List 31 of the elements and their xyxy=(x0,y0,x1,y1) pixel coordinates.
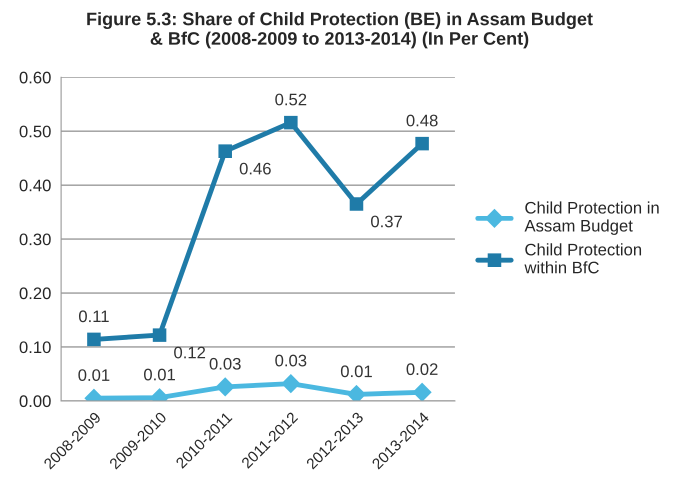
point xyxy=(412,382,432,401)
data-label: 0.03 xyxy=(210,358,241,370)
point xyxy=(218,144,232,158)
y-tick-label: 0.60 xyxy=(20,72,51,84)
legend-label: Child Protection within BfC xyxy=(524,243,642,274)
data-label: 0.03 xyxy=(275,354,306,366)
data-label: 0.46 xyxy=(240,162,271,175)
y-tick-label: 0.40 xyxy=(20,180,51,192)
chart-title: Figure 5.3: Share of Child Protection (BE) in Assam Budget & BfC (2008-2009 to 2013-2014) (In Per Cent) xyxy=(87,12,593,48)
point xyxy=(281,374,300,393)
point xyxy=(216,378,235,396)
point xyxy=(152,328,166,342)
data-label: 0.52 xyxy=(275,94,306,106)
data-label: 0.37 xyxy=(371,216,402,228)
legend-label: Child Protection in Assam Budget xyxy=(524,201,659,235)
point xyxy=(284,116,298,130)
data-label: 0.11 xyxy=(78,310,109,322)
data-label: 0.02 xyxy=(406,363,438,376)
y-tick-label: 0.00 xyxy=(20,395,51,408)
point xyxy=(350,197,364,211)
data-label: 0.01 xyxy=(78,369,110,382)
point xyxy=(415,136,429,150)
y-tick-label: 0.50 xyxy=(20,126,51,138)
point xyxy=(87,332,101,346)
data-label: 0.12 xyxy=(174,346,206,358)
data-label: 0.01 xyxy=(144,368,175,380)
y-tick-label: 0.30 xyxy=(20,233,51,246)
y-tick-label: 0.20 xyxy=(20,287,51,300)
y-tick-label: 0.10 xyxy=(20,341,51,354)
data-label: 0.48 xyxy=(406,114,438,126)
data-label: 0.01 xyxy=(340,365,372,378)
